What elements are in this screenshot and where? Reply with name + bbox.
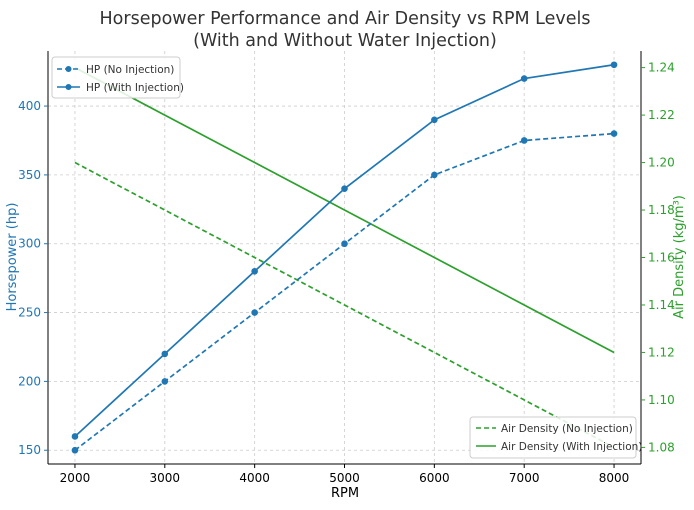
hp-series-point-0 [610,130,618,137]
legend-density-box [469,416,637,459]
y-right-tick-label: 1.18 [648,203,675,217]
y-right-tick-label: 1.14 [648,298,675,312]
y-left-tick-label: 250 [18,306,41,320]
x-tick-label: 3000 [150,471,181,485]
legend-hp-box [51,56,181,99]
hp-series-point-0 [251,309,258,316]
y-left-tick-label: 400 [18,99,41,113]
hp-series-point-0 [161,378,169,385]
hp-series-point-0 [341,240,348,248]
hp-series-point-0 [431,171,438,179]
y-right-tick-label: 1.20 [648,156,675,170]
legend-hp: HP (No Injection) HP (With Injection) [51,56,184,99]
legend-hp-no-injection-marker [65,66,72,72]
x-tick-label: 5000 [329,471,360,485]
chart-title-line2: (With and Without Water Injection) [193,31,497,51]
legend-density: Air Density (No Injection) Air Density (… [469,416,642,459]
y-right-tick-label: 1.22 [648,108,675,122]
grid-layer [48,51,641,464]
x-tick-label: 7000 [509,471,540,485]
y-left-tick-label: 350 [18,168,41,182]
y-right-tick-label: 1.10 [648,393,675,407]
y-left-tick-label: 300 [18,237,41,251]
y-left-tick-label: 200 [18,374,41,388]
x-tick-label: 8000 [599,471,630,485]
hp-series-point-0 [71,446,79,454]
legend-hp-with-injection-label: HP (With Injection) [86,82,184,94]
series-layer [71,61,618,454]
y-right-tick-label: 1.12 [648,345,675,359]
y-axis-left-label: Horsepower (hp) [5,203,20,312]
hp-series-point-1 [431,116,438,124]
x-axis-label: RPM [331,486,359,501]
legend-density-no-injection-label: Air Density (No Injection) [501,423,633,435]
hp-series-point-1 [341,185,348,192]
y-right-tick-label: 1.24 [648,61,675,75]
x-tick-label: 2000 [60,471,91,485]
density-series-line-1 [74,66,615,354]
x-tick-label: 6000 [419,471,450,485]
legend-hp-no-injection-label: HP (No Injection) [86,64,174,76]
y-right-tick-label: 1.08 [648,440,675,454]
density-series-line-0 [74,161,615,449]
hp-series-point-1 [520,75,528,82]
legend-hp-with-injection-marker [65,84,72,90]
hp-series-point-1 [610,61,618,69]
y-right-tick-label: 1.16 [648,251,675,265]
x-tick-label: 4000 [239,471,270,485]
y-left-tick-label: 150 [18,443,41,457]
chart-title-line1: Horsepower Performance and Air Density v… [100,9,591,29]
hp-series-point-0 [520,137,528,144]
axes-layer: 2000 3000 4000 5000 6000 7000 8000 150 200 250 300… [18,51,675,485]
legend-density-with-injection-label: Air Density (With Injection) [501,441,642,453]
hp-series-point-1 [71,433,79,440]
y-axis-right-label: Air Density (kg/m³) [672,195,687,319]
hp-series-point-1 [251,267,258,275]
hp-series-point-1 [161,350,169,358]
